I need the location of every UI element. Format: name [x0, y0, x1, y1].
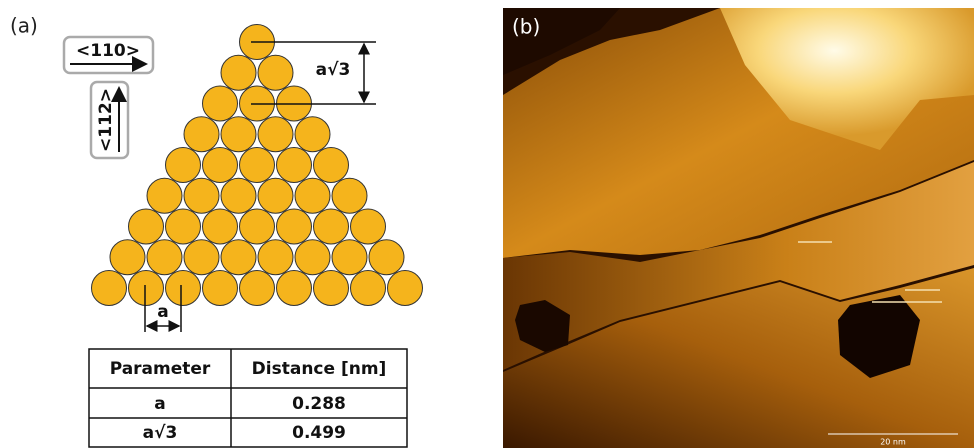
atom — [202, 147, 238, 183]
atom — [239, 270, 275, 306]
atom — [183, 239, 220, 276]
panel-label: (b) — [512, 15, 540, 39]
atom — [165, 270, 201, 306]
atom — [331, 239, 368, 276]
table-header: Parameter — [110, 359, 211, 379]
atom — [146, 177, 183, 214]
atom — [165, 208, 201, 245]
atom — [220, 116, 257, 153]
atom — [350, 208, 386, 245]
atom-triangle — [91, 24, 423, 306]
stm-image — [503, 8, 974, 448]
direction-label: <112> — [96, 88, 116, 152]
spacing-label: a√3 — [316, 60, 351, 80]
scale-bar-label: 20 nm — [880, 438, 906, 447]
atom — [220, 177, 257, 214]
atom — [276, 208, 312, 245]
table-cell: a√3 — [143, 423, 178, 443]
spacing-label: a — [157, 302, 168, 322]
atom — [220, 54, 257, 91]
atom — [313, 208, 349, 245]
atom — [202, 208, 238, 245]
atom — [202, 270, 238, 306]
table-header: Distance [nm] — [252, 359, 387, 379]
atom — [276, 147, 312, 183]
atom — [128, 270, 164, 306]
atom — [350, 270, 386, 306]
atom — [294, 239, 331, 276]
direction-label: <110> — [76, 41, 140, 61]
atom — [257, 239, 294, 276]
atom — [313, 270, 349, 306]
table-cell: 0.499 — [292, 423, 346, 443]
atom — [257, 116, 294, 153]
atom — [294, 116, 331, 153]
atom — [387, 270, 423, 306]
atom — [165, 147, 201, 183]
table-cell: 0.288 — [292, 394, 346, 414]
atom — [202, 85, 238, 122]
atom — [239, 147, 275, 183]
atom — [257, 177, 294, 214]
atom — [128, 208, 164, 245]
panel-label: (a) — [10, 14, 38, 38]
table — [88, 348, 408, 448]
atom — [368, 239, 405, 276]
atom — [313, 147, 349, 183]
atom — [239, 208, 275, 245]
atom — [257, 54, 294, 91]
atom — [294, 177, 331, 214]
atom — [183, 116, 220, 153]
table-cell: a — [154, 394, 165, 414]
atom — [276, 270, 312, 306]
atom — [331, 177, 368, 214]
atom — [109, 239, 146, 276]
atom — [146, 239, 183, 276]
atom — [220, 239, 257, 276]
atom — [91, 270, 127, 306]
atom — [183, 177, 220, 214]
